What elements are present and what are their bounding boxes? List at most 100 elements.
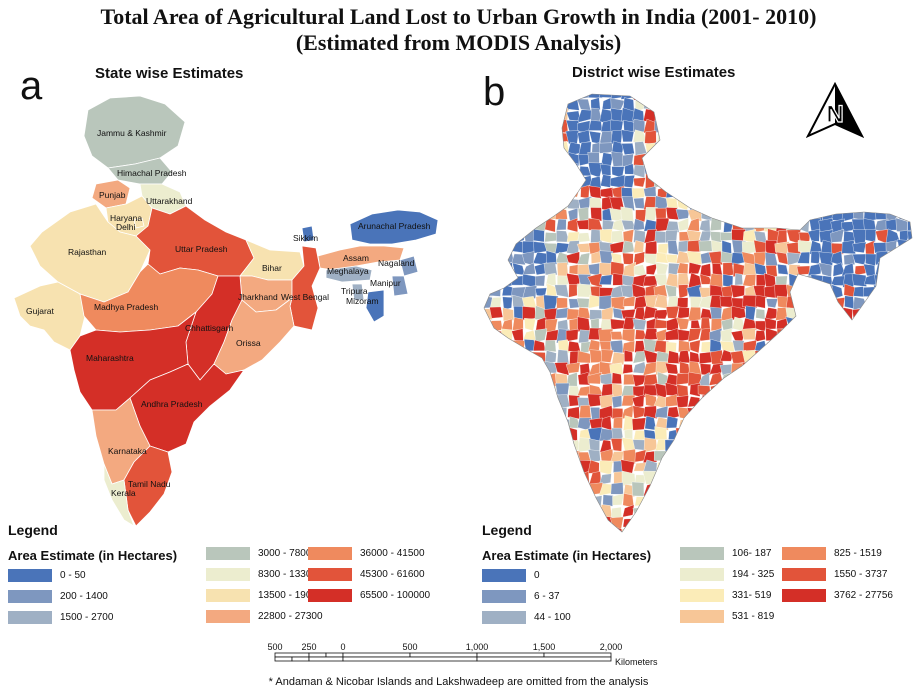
district-cell[interactable] [665, 197, 679, 210]
district-cell[interactable] [798, 232, 811, 243]
district-cell[interactable] [721, 195, 732, 211]
district-cell[interactable] [708, 188, 722, 201]
district-cell[interactable] [568, 284, 578, 298]
district-cell[interactable] [500, 484, 515, 497]
district-cell[interactable] [884, 339, 900, 354]
district-cell[interactable] [895, 165, 910, 178]
district-cell[interactable] [489, 394, 502, 407]
district-cell[interactable] [686, 483, 701, 496]
district-cell[interactable] [610, 331, 623, 340]
district-cell[interactable] [632, 118, 645, 133]
district-cell[interactable] [522, 449, 534, 462]
district-cell[interactable] [874, 108, 888, 123]
district-cell[interactable] [765, 153, 780, 165]
district-cell[interactable] [874, 384, 889, 398]
district-cell[interactable] [833, 151, 846, 168]
district-cell[interactable] [810, 318, 822, 331]
district-cell[interactable] [841, 262, 854, 278]
district-cell[interactable] [775, 373, 790, 386]
district-cell[interactable] [853, 286, 865, 298]
district-cell[interactable] [687, 516, 700, 531]
district-cell[interactable] [885, 253, 900, 265]
district-cell[interactable] [512, 450, 525, 463]
district-cell[interactable] [863, 196, 877, 212]
district-cell[interactable] [742, 504, 757, 519]
district-cell[interactable] [699, 429, 712, 441]
district-cell[interactable] [853, 360, 866, 374]
district-cell[interactable] [863, 427, 875, 441]
district-cell[interactable] [499, 496, 514, 507]
district-cell[interactable] [536, 529, 549, 538]
district-cell[interactable] [720, 328, 733, 344]
district-cell[interactable] [632, 374, 647, 387]
district-cell[interactable] [697, 187, 713, 200]
district-cell[interactable] [489, 176, 504, 189]
district-cell[interactable] [511, 207, 525, 222]
district-cell[interactable] [532, 459, 546, 475]
district-cell[interactable] [700, 97, 712, 113]
district-cell[interactable] [480, 338, 491, 353]
district-cell[interactable] [513, 187, 526, 201]
district-cell[interactable] [776, 397, 790, 407]
district-cell[interactable] [885, 97, 901, 112]
district-cell[interactable] [653, 88, 668, 101]
district-cell[interactable] [754, 361, 768, 376]
district-cell[interactable] [555, 152, 570, 167]
district-cell[interactable] [676, 461, 690, 475]
district-cell[interactable] [567, 176, 579, 186]
district-cell[interactable] [907, 470, 917, 486]
district-cell[interactable] [808, 186, 821, 200]
district-cell[interactable] [808, 451, 822, 465]
district-cell[interactable] [489, 264, 504, 277]
district-cell[interactable] [666, 415, 679, 429]
district-cell[interactable] [675, 208, 690, 220]
district-cell[interactable] [480, 472, 493, 484]
district-cell[interactable] [500, 132, 516, 145]
district-cell[interactable] [865, 529, 879, 538]
district-cell[interactable] [819, 472, 833, 485]
district-cell[interactable] [809, 383, 821, 399]
district-cell[interactable] [786, 252, 801, 266]
district-cell[interactable] [567, 217, 578, 233]
district-cell[interactable] [785, 450, 799, 462]
district-cell[interactable] [829, 317, 845, 332]
district-cell[interactable] [621, 129, 635, 143]
district-cell[interactable] [722, 152, 735, 167]
district-cell[interactable] [895, 394, 911, 408]
district-cell[interactable] [634, 496, 647, 507]
district-cell[interactable] [489, 195, 504, 210]
district-cell[interactable] [798, 405, 812, 419]
district-cell[interactable] [720, 516, 735, 530]
district-cell[interactable] [787, 340, 801, 354]
district-cell[interactable] [906, 517, 917, 529]
district-cell[interactable] [489, 164, 504, 177]
district-cell[interactable] [807, 405, 821, 420]
district-cell[interactable] [534, 155, 549, 165]
district-cell[interactable] [480, 108, 492, 122]
district-cell[interactable] [532, 448, 546, 463]
district-cell[interactable] [851, 438, 867, 451]
district-cell[interactable] [511, 471, 526, 485]
district-cell[interactable] [556, 394, 571, 410]
district-cell[interactable] [776, 207, 788, 222]
district-cell[interactable] [677, 217, 689, 232]
district-cell[interactable] [910, 526, 917, 538]
district-cell[interactable] [633, 177, 646, 188]
district-cell[interactable] [810, 493, 823, 506]
district-cell[interactable] [732, 460, 747, 474]
district-cell[interactable] [699, 481, 712, 496]
district-cell[interactable] [709, 151, 723, 165]
district-cell[interactable] [764, 459, 779, 474]
district-cell[interactable] [523, 427, 535, 443]
district-cell[interactable] [533, 482, 546, 497]
district-cell[interactable] [555, 448, 570, 464]
district-cell[interactable] [490, 471, 502, 483]
district-cell[interactable] [620, 206, 634, 222]
district-cell[interactable] [634, 474, 647, 485]
district-cell[interactable] [491, 142, 503, 155]
district-cell[interactable] [720, 185, 733, 201]
district-cell[interactable] [512, 317, 524, 331]
district-cell[interactable] [533, 97, 547, 111]
district-cell[interactable] [556, 218, 567, 231]
district-cell[interactable] [657, 471, 669, 486]
